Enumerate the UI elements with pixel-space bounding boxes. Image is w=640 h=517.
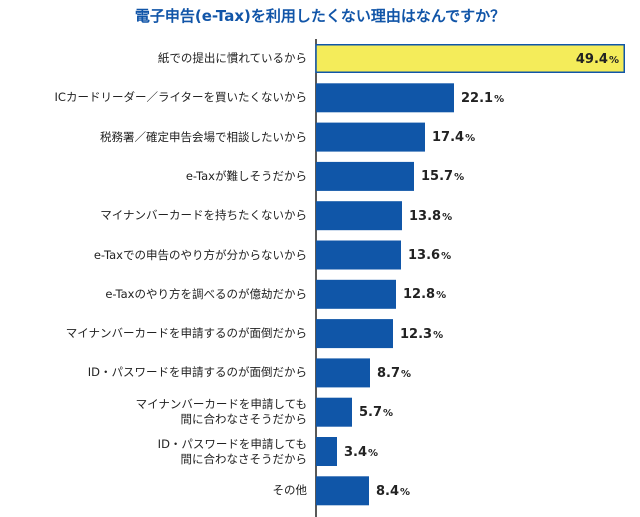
data-label-value: 22.1 bbox=[461, 90, 494, 106]
data-label: 12.3% bbox=[400, 327, 443, 344]
data-label-unit: % bbox=[465, 133, 476, 145]
data-label-value: 12.8 bbox=[403, 287, 436, 303]
chart-title: 電子申告(e-Tax)を利用したくない理由はなんですか？ bbox=[134, 7, 506, 25]
data-label: 13.8% bbox=[409, 209, 452, 226]
data-label: 8.7% bbox=[377, 366, 411, 383]
data-label: 8.4% bbox=[376, 484, 410, 501]
data-label: 49.4% bbox=[576, 52, 619, 69]
data-label-unit: % bbox=[383, 408, 394, 420]
bar bbox=[316, 279, 396, 309]
data-label-value: 13.6 bbox=[408, 248, 441, 263]
category-label: マイナンバーカードを申請するのが面倒だから bbox=[65, 326, 307, 341]
data-label-value: 5.7 bbox=[359, 405, 383, 421]
category-label: マイナンバーカードを申請しても 間に合わなさそうだから bbox=[135, 397, 307, 427]
data-label: 5.7% bbox=[359, 405, 393, 422]
data-label-value: 12.3 bbox=[400, 326, 433, 342]
data-label-unit: % bbox=[441, 251, 452, 262]
data-label-value: 49.4 bbox=[575, 51, 608, 67]
bar bbox=[316, 83, 454, 113]
data-label-value: 3.4 bbox=[344, 444, 368, 460]
bar bbox=[316, 358, 370, 388]
bar bbox=[316, 397, 352, 427]
bar bbox=[315, 44, 625, 73]
data-label-unit: % bbox=[494, 93, 505, 105]
data-label-unit: % bbox=[433, 329, 444, 341]
data-label: 12.8% bbox=[403, 287, 446, 304]
bar bbox=[316, 122, 425, 152]
data-label: 3.4% bbox=[344, 445, 378, 462]
data-label-unit: % bbox=[368, 447, 379, 459]
data-label-value: 8.7 bbox=[377, 365, 401, 381]
category-label: e-Taxでの申告のやり方が分からないから bbox=[93, 247, 307, 262]
data-label-unit: % bbox=[401, 368, 412, 380]
category-label: ID・パスワードを申請するのが面倒だから bbox=[87, 365, 307, 380]
bar bbox=[316, 319, 393, 349]
data-label-value: 17.4 bbox=[432, 130, 465, 146]
data-label: 17.4% bbox=[432, 130, 475, 147]
category-label: ICカードリーダー／ライターを買いたくないから bbox=[54, 90, 307, 105]
category-label: e-Taxが難しそうだから bbox=[185, 168, 307, 183]
category-label: ID・パスワードを申請しても 間に合わなさそうだから bbox=[157, 436, 307, 466]
bar bbox=[316, 161, 414, 191]
data-label-unit: % bbox=[400, 486, 411, 498]
data-label: 22.1% bbox=[461, 91, 504, 108]
bar bbox=[316, 201, 402, 231]
bar bbox=[316, 437, 337, 466]
data-label-value: 13.8 bbox=[409, 208, 442, 224]
category-label: マイナンバーカードを持ちたくないから bbox=[100, 208, 307, 223]
bar bbox=[316, 476, 369, 506]
data-label-unit: % bbox=[436, 290, 447, 302]
data-label-value: 8.4 bbox=[376, 483, 400, 499]
category-label: e-Taxのやり方を調べるのが億劫だから bbox=[105, 286, 307, 301]
data-label-unit: % bbox=[454, 172, 465, 184]
category-label: その他 bbox=[272, 483, 308, 498]
data-label-unit: % bbox=[608, 54, 619, 66]
bar bbox=[316, 240, 401, 270]
category-label: 税務署／確定申告会場で相談したいから bbox=[100, 129, 307, 144]
data-label-value: 15.7 bbox=[421, 169, 454, 185]
category-label: 紙での提出に慣れているから bbox=[157, 51, 307, 65]
data-label: 13.6% bbox=[408, 248, 451, 265]
data-label-unit: % bbox=[442, 211, 453, 223]
data-label: 15.7% bbox=[421, 169, 464, 186]
